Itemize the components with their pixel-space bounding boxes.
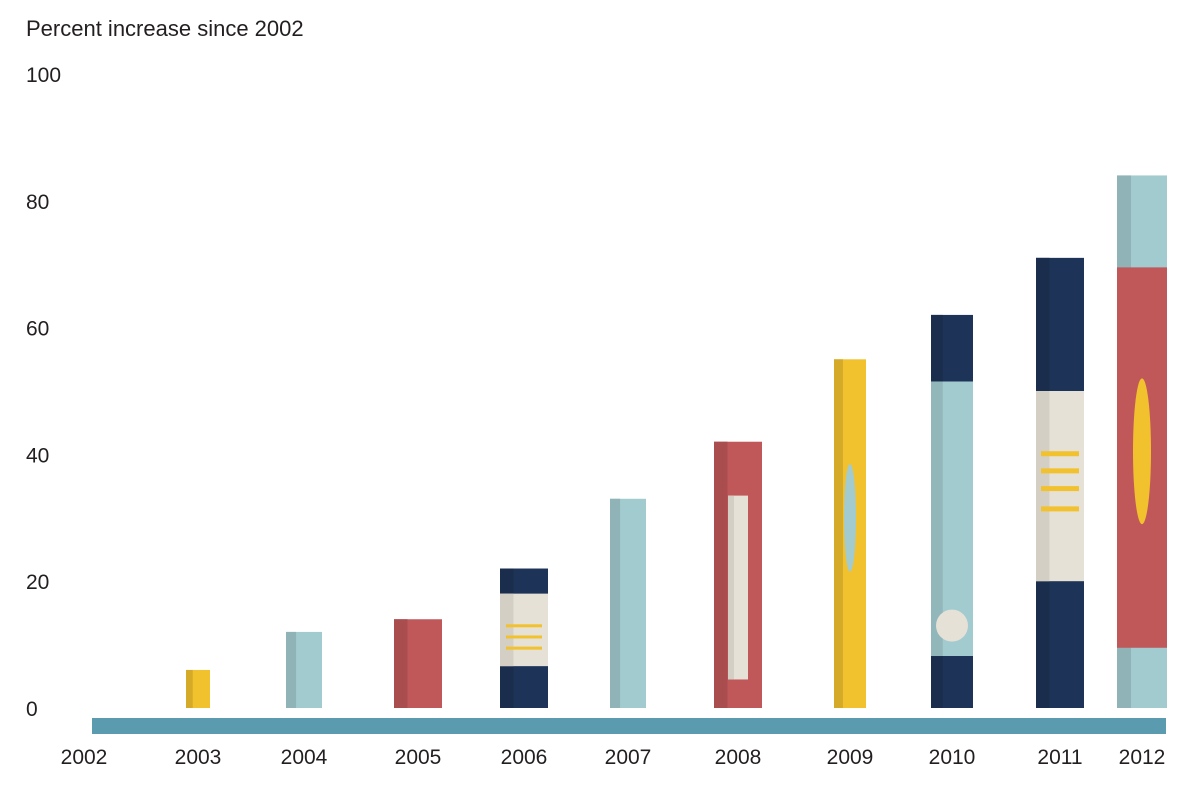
y-tick-label: 20 (26, 571, 49, 594)
bars (186, 175, 1167, 708)
bar-2008 (714, 441, 762, 708)
bar-2011 (1036, 257, 1084, 708)
bar-spine-shade (834, 359, 843, 708)
bar-spine-shade (394, 619, 408, 708)
bar-band-shade (500, 593, 514, 667)
bar-2010 (931, 314, 973, 708)
x-tick-label: 2002 (61, 746, 108, 769)
bar-oval (1133, 378, 1151, 525)
baseline-bar (92, 718, 1166, 734)
y-tick-label: 80 (26, 191, 49, 214)
bar-dot (936, 609, 968, 642)
x-tick-label: 2011 (1037, 746, 1082, 769)
x-tick-label: 2006 (501, 746, 548, 769)
bar-stripe (1041, 468, 1079, 474)
bar-2009 (834, 359, 866, 708)
y-tick-label: 60 (26, 318, 49, 341)
bar-2012 (1117, 175, 1167, 708)
x-axis-ticks: 2002 2003 2004 2005 2006 2007 2008 2009 2010 2011… (61, 746, 1166, 769)
bar-2006 (500, 568, 548, 708)
x-tick-label: 2012 (1119, 746, 1166, 769)
y-tick-label: 100 (26, 64, 61, 87)
bar-2007 (610, 498, 646, 708)
y-axis-label: Percent increase since 2002 (26, 16, 304, 41)
bar-stripe (1041, 451, 1079, 457)
bar-spine-shade (186, 669, 193, 708)
x-tick-label: 2004 (281, 746, 328, 769)
bar-spine-shade (610, 498, 621, 708)
x-tick-label: 2010 (929, 746, 976, 769)
x-tick-label: 2009 (827, 746, 874, 769)
y-tick-label: 0 (26, 698, 38, 721)
bar-stripe (506, 624, 542, 628)
bar-2004 (286, 631, 322, 708)
bar-2003 (186, 669, 210, 708)
bar-stripe (506, 635, 542, 639)
x-tick-label: 2007 (605, 746, 652, 769)
bar-stripe (1041, 506, 1079, 512)
bar-stripe (506, 646, 542, 650)
y-axis-ticks: 0 20 40 60 80 100 (26, 64, 61, 721)
y-tick-label: 40 (26, 444, 49, 467)
bar-label-panel-shade (728, 495, 734, 680)
x-tick-label: 2003 (175, 746, 222, 769)
x-axis-baseline (92, 718, 1166, 734)
bar-band-shade (931, 381, 943, 657)
bar-stripe (1041, 486, 1079, 492)
bar-oval (844, 463, 856, 572)
bar-spine-shade (714, 441, 728, 708)
bar-2005 (394, 619, 442, 708)
bar-spine-shade (286, 631, 297, 708)
x-tick-label: 2005 (395, 746, 442, 769)
x-tick-label: 2008 (715, 746, 762, 769)
